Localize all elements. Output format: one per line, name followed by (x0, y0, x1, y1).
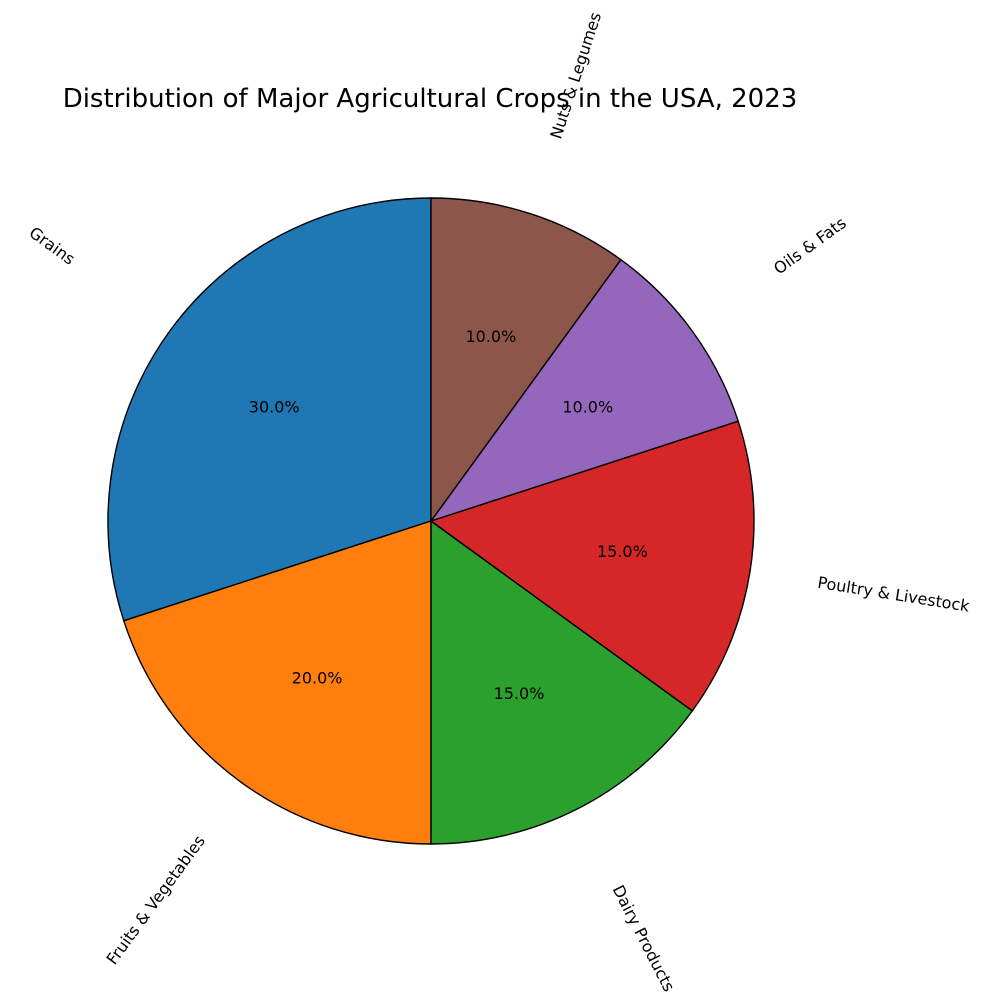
category-label-grains: Grains (26, 223, 79, 269)
pct-label-fruits-and-vegetables: 20.0% (292, 668, 343, 687)
pct-label-dairy-products: 15.0% (494, 684, 545, 703)
chart-title: Distribution of Major Agricultural Crops… (62, 84, 798, 114)
pct-label-nuts-and-legumes: 10.0% (465, 327, 516, 346)
pct-label-grains: 30.0% (249, 398, 300, 417)
pie-slice-dairy-products (430, 519, 694, 845)
category-label-nuts-and-legumes: Nuts & Legumes (546, 10, 605, 141)
pie-slice-oils-and-fats (429, 258, 740, 523)
category-label-poultry-and-livestock: Poultry & Livestock (816, 573, 971, 616)
category-label-fruits-and-vegetables: Fruits & Vegetables (103, 832, 209, 968)
pct-label-poultry-and-livestock: 15.0% (597, 542, 648, 561)
pie-slice-fruits-and-vegetables (122, 520, 432, 845)
category-label-dairy-products: Dairy Products (609, 882, 679, 995)
pie-slice-grains (107, 197, 432, 622)
pie-slice-poultry-and-livestock (429, 420, 755, 712)
pie-slice-nuts-and-legumes (430, 197, 622, 524)
category-label-oils-and-fats: Oils & Fats (770, 213, 850, 278)
pct-label-oils-and-fats: 10.0% (562, 398, 613, 417)
